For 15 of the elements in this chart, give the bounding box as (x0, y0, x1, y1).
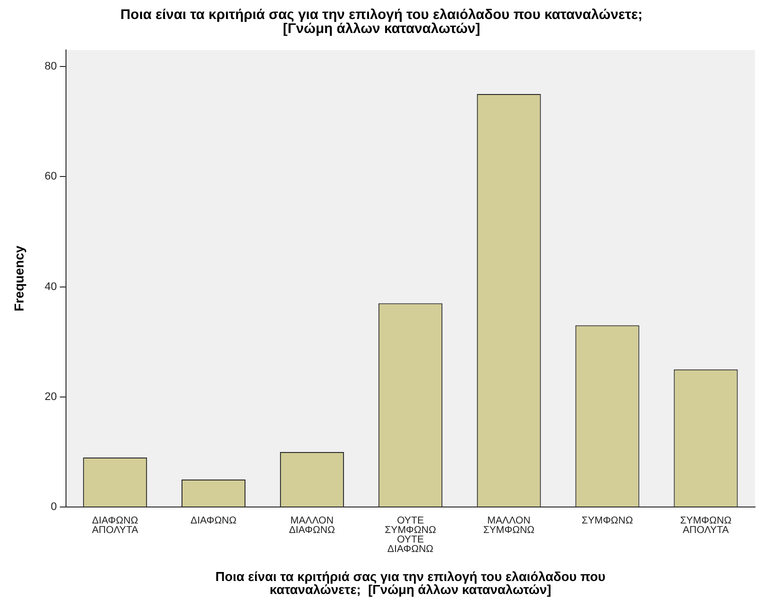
x-tick-label: ΜΑΛΛΟΝ ΔΙΑΦΩΝΩ (288, 516, 336, 536)
x-tick-label: ΜΑΛΛΟΝ ΣΥΜΦΩΝΩ (483, 516, 536, 536)
y-tick-label: 20 (44, 390, 57, 403)
y-tick-label: 60 (44, 170, 57, 183)
x-tick-label: ΔΙΑΦΩΝΩ ΑΠΟΛΥΤΑ (92, 516, 139, 536)
y-tick-label: 0 (50, 501, 57, 514)
x-tick-label: ΣΥΜΦΩΝΩ (582, 516, 634, 526)
x-axis-title: Ποια είναι τα κριτήριά σας για την επιλογή του ελαιόλαδου που καταναλώνετε; [Γνώμη άλλων καταναλωτών] (215, 569, 606, 598)
y-axis-title: Frequency (11, 244, 26, 312)
x-tick-label: ΟΥΤΕ ΣΥΜΦΩΝΩ ΟΥΤΕ ΔΙΑΦΩΝΩ (384, 516, 437, 555)
x-tick-label: ΣΥΜΦΩΝΩ ΑΠΟΛΥΤΑ (680, 516, 732, 536)
y-tick-label: 40 (44, 280, 57, 293)
chart-title: Ποια είναι τα κριτήριά σας για την επιλογή του ελαιόλαδου που καταναλώνετε; [Γνώμη άλλων καταναλωτών] (120, 6, 643, 36)
x-tick-label: ΔΙΑΦΩΝΩ (190, 516, 238, 526)
y-tick-label: 80 (44, 60, 57, 73)
